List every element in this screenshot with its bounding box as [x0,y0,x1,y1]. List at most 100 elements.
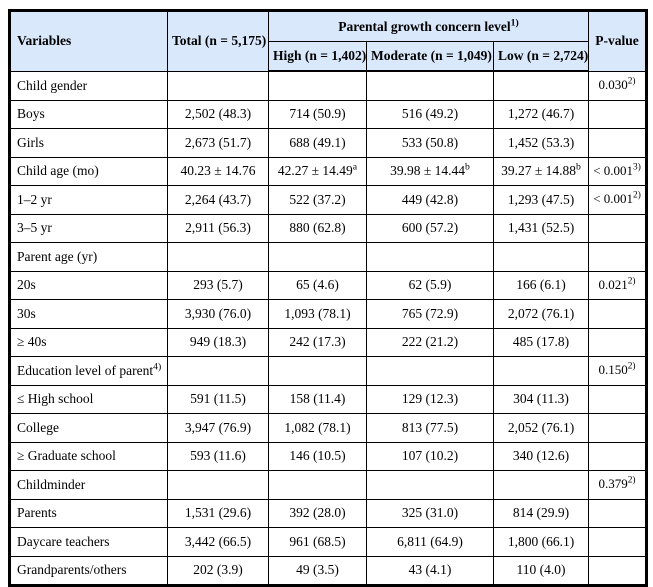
statistics-table-container: Variables Total (n = 5,175) Parental gro… [8,9,649,587]
cell-moderate: 325 (31.0) [366,498,494,528]
cell-low: 340 (12.6) [492,441,590,471]
cell-text: 293 (5.7) [193,277,243,293]
cell-text: 813 (77.5) [401,419,459,435]
cell-pvalue: < 0.0013) [588,156,648,186]
table-header: Variables Total (n = 5,175) Parental gro… [9,10,648,72]
cell-text: 3,442 (66.5) [184,533,252,549]
cell-pvalue [588,327,648,357]
cell-high: 146 (10.5) [268,441,367,471]
cell-total: 1,531 (29.6) [167,498,269,528]
cell-total: 593 (11.6) [167,441,269,471]
header-concern-group: Parental growth concern level1) [267,10,590,42]
cell-total [167,242,269,272]
cell-text: 392 (28.0) [289,505,346,521]
cell-superscript: b [465,161,470,173]
cell-label: Daycare teachers [9,527,168,557]
cell-pvalue [588,527,648,557]
cell-text: Education level of parent [17,362,154,378]
cell-pvalue [588,384,648,414]
cell-label: Boys [9,99,168,129]
header-row-sub: High (n = 1,402) Moderate (n = 1,049) Lo… [10,41,647,72]
cell-moderate: 765 (72.9) [366,299,494,329]
cell-text: 340 (12.6) [512,448,570,464]
cell-superscript: b [576,161,581,173]
cell-text: Boys [17,106,45,122]
cell-pvalue [588,213,648,243]
cell-text: 62 (5.9) [408,277,452,293]
cell-high: 1,093 (78.1) [268,299,367,329]
cell-text: 304 (11.3) [513,391,569,407]
table-row: Girls 2,673 (51.7) 688 (49.1) 533 (50.8) 1,4… [9,128,648,158]
cell-total: 3,930 (76.0) [167,299,269,329]
cell-total: 2,673 (51.7) [167,128,269,158]
header-low: Low (n = 2,724) [492,41,590,72]
cell-moderate: 449 (42.8) [366,185,494,215]
cell-moderate: 39.98 ± 14.44b [366,156,494,186]
cell-total [167,356,269,386]
cell-pvalue: < 0.0012) [588,185,648,215]
table-row: Grandparents/others 202 (3.9) 49 (3.5) 43 (… [9,555,648,586]
cell-text: 202 (3.9) [193,562,243,578]
cell-text: 3–5 yr [17,220,52,236]
cell-label: Child gender [9,70,168,101]
cell-label: 30s [9,299,168,329]
cell-text: 242 (17.3) [289,334,346,350]
cell-text: 600 (57.2) [401,220,459,236]
cell-pvalue [588,413,648,443]
cell-superscript: 2) [627,276,636,287]
table-row: 30s 3,930 (76.0) 1,093 (78.1) 765 (72.9) 2,0… [9,299,648,329]
cell-text: 0.030 [598,77,628,93]
cell-moderate: 129 (12.3) [366,384,494,414]
cell-text: 593 (11.6) [190,448,246,464]
cell-pvalue [588,99,648,129]
table-row: Child gender 0.0302) [9,70,648,101]
cell-high: 242 (17.3) [268,327,367,357]
cell-label: ≥ 40s [9,327,168,357]
cell-superscript: 3) [633,162,641,173]
cell-text: College [17,419,59,435]
cell-high: 42.27 ± 14.49a [268,156,367,186]
cell-text: 107 (10.2) [401,448,459,464]
cell-text: 2,502 (48.3) [184,106,252,122]
cell-text: 2,052 (76.1) [507,419,575,435]
cell-text: 325 (31.0) [401,505,459,521]
cell-superscript: a [352,161,358,173]
cell-pvalue: 0.3792) [588,470,648,500]
cell-total: 591 (11.5) [167,384,269,414]
cell-low: 110 (4.0) [492,555,590,586]
cell-pvalue [588,299,648,329]
cell-high: 961 (68.5) [268,527,367,557]
cell-text: ≤ High school [17,391,94,407]
cell-pvalue [588,498,648,528]
cell-total: 293 (5.7) [167,270,269,300]
cell-moderate: 62 (5.9) [366,270,494,300]
cell-low [492,470,590,500]
cell-text: 961 (68.5) [289,533,346,549]
cell-text: 1,431 (52.5) [507,220,575,236]
cell-label: ≥ Graduate school [9,441,168,471]
cell-text: 2,911 (56.3) [185,220,251,236]
header-concern-footnote-marker: 1) [510,17,519,29]
cell-text: 0.150 [598,362,628,378]
cell-text: Childminder [17,476,86,492]
cell-text: 39.98 ± 14.44 [390,163,466,179]
cell-text: 765 (72.9) [401,305,459,321]
cell-text: 2,072 (76.1) [507,305,575,321]
table-row: Daycare teachers 3,442 (66.5) 961 (68.5) 6,… [9,527,648,557]
cell-text: Grandparents/others [17,562,127,578]
table-row: Child age (mo) 40.23 ± 14.76 42.27 ± 14.49… [9,156,648,186]
table-row: ≥ Graduate school 593 (11.6) 146 (10.5) 107… [9,441,648,471]
cell-text: ≥ Graduate school [17,448,116,464]
cell-high [268,70,367,101]
cell-text: 129 (12.3) [401,391,459,407]
cell-high: 158 (11.4) [268,384,367,414]
cell-high: 392 (28.0) [268,498,367,528]
table-row: College 3,947 (76.9) 1,082 (78.1) 813 (77.5… [9,413,648,443]
cell-low: 814 (29.9) [492,498,590,528]
cell-moderate [366,356,494,386]
header-row-top: Variables Total (n = 5,175) Parental gro… [9,10,648,72]
cell-label: 20s [9,270,168,300]
cell-text: 1,800 (66.1) [507,533,575,549]
cell-text: 2,264 (43.7) [184,191,252,207]
cell-text: 49 (3.5) [296,562,339,578]
